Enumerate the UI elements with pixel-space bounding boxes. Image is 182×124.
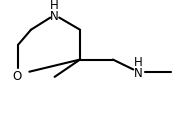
- Text: N: N: [50, 10, 59, 23]
- Text: N: N: [134, 67, 143, 80]
- Text: H: H: [134, 56, 143, 69]
- Text: H: H: [50, 0, 59, 12]
- Text: O: O: [13, 70, 22, 83]
